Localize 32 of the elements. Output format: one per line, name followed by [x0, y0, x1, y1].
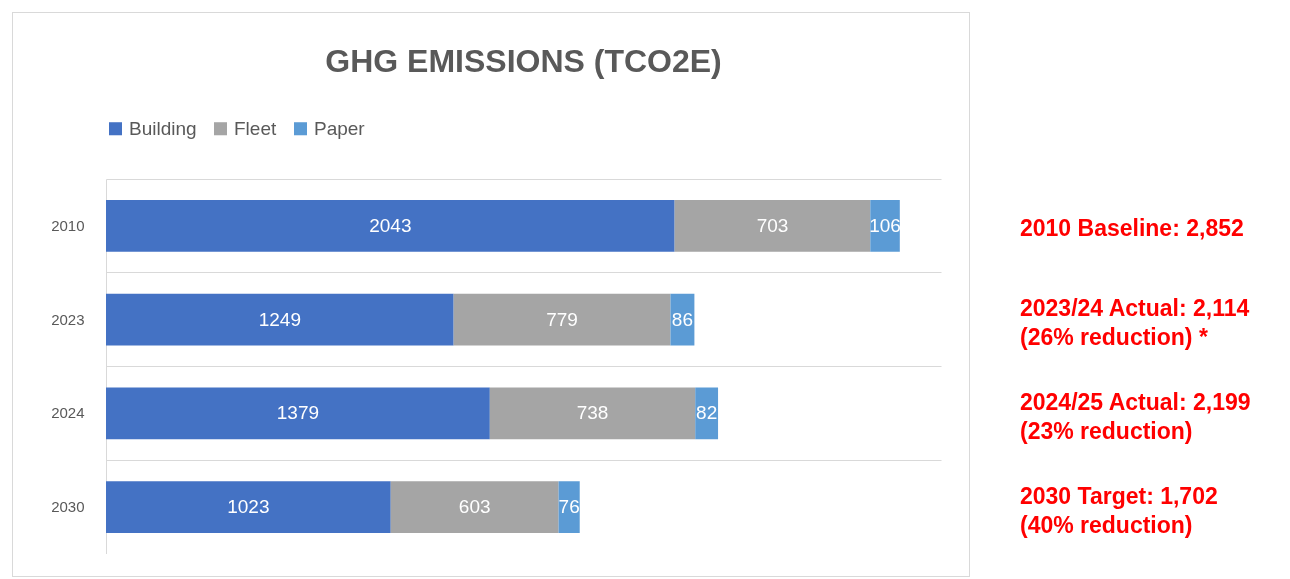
bar: [489, 387, 696, 440]
data-label: 1023: [227, 496, 270, 518]
legend-label: Building: [129, 117, 197, 139]
legend-label: Fleet: [234, 117, 277, 139]
data-label: 86: [671, 308, 693, 330]
data-label: 603: [458, 496, 491, 518]
bar: [106, 200, 675, 252]
legend-label: Paper: [314, 117, 366, 139]
text: 2010 Baseline: 2,852: [1020, 214, 1244, 243]
y-tick-label: 2024: [51, 404, 85, 422]
bar: [453, 293, 671, 346]
text: 2024/25 Actual: 2,199 (23% reduction): [1020, 388, 1251, 446]
data-label: 2043: [369, 214, 412, 236]
bar: [106, 481, 391, 533]
data-label: 76: [558, 496, 580, 518]
text: 2023/24 Actual: 2,114 (26% reduction) *: [1020, 294, 1250, 352]
bar: [674, 200, 871, 252]
y-tick-label: 2030: [51, 498, 85, 516]
data-label: 82: [696, 402, 718, 424]
text: 2030 Target: 1,702 (40% reduction): [1020, 482, 1218, 540]
y-tick-label: 2023: [51, 310, 85, 328]
data-label: 1379: [276, 402, 320, 424]
data-label: 106: [869, 214, 901, 236]
bar: [106, 293, 454, 346]
y-tick-label: 2010: [51, 216, 85, 234]
chart-title: GHG EMISSIONS (TCO2E): [325, 43, 722, 79]
data-label: 703: [756, 214, 789, 236]
data-label: 738: [576, 402, 609, 424]
bar: [390, 481, 559, 533]
data-label: 779: [546, 308, 578, 330]
data-label: 1249: [258, 308, 301, 330]
bar: [106, 387, 490, 440]
